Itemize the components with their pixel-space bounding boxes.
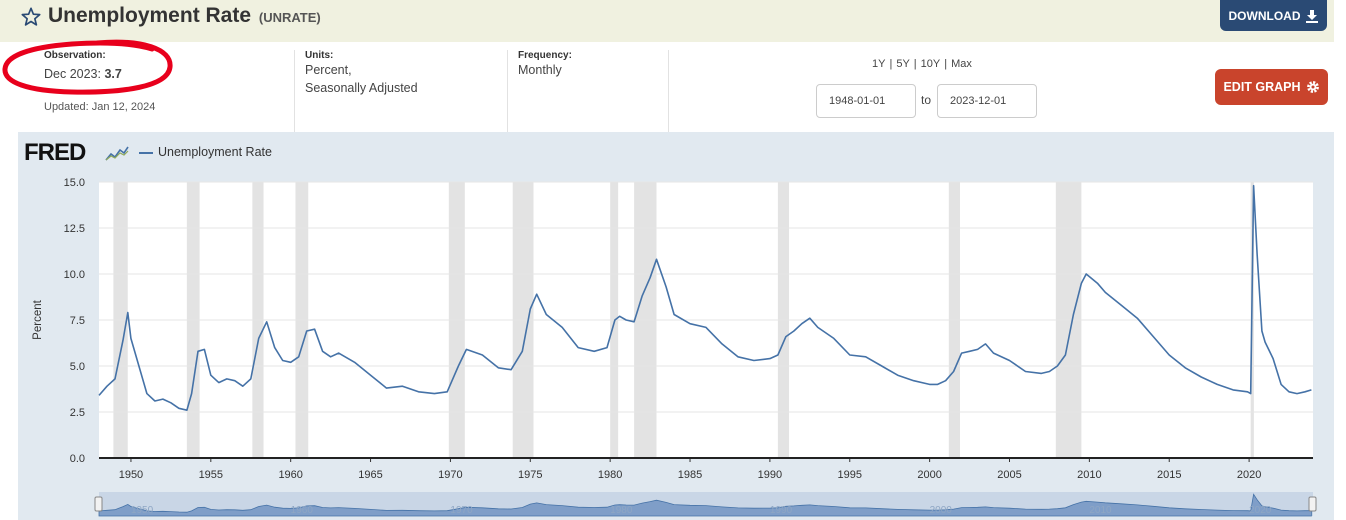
navigator-tick-label: 1990 [770, 505, 793, 516]
download-label: DOWNLOAD [1228, 8, 1301, 23]
y-tick-label: 15.0 [64, 177, 85, 189]
x-tick-label: 1990 [758, 469, 782, 481]
range-link-10y[interactable]: 10Y [920, 58, 941, 70]
series-line [98, 184, 1312, 412]
observation-date: Dec 2023: [44, 67, 101, 81]
navigator-tick-label: 1950 [131, 505, 154, 516]
x-tick-label: 1950 [119, 469, 143, 481]
x-tick-label: 1975 [518, 469, 542, 481]
x-tick-label: 1970 [438, 469, 462, 481]
units-block: Units: Percent, Seasonally Adjusted [305, 50, 495, 132]
edit-graph-button[interactable]: EDIT GRAPH [1215, 69, 1328, 105]
units-line-2: Seasonally Adjusted [305, 81, 418, 95]
units-line-1: Percent, [305, 63, 352, 77]
y-tick-label: 2.5 [70, 407, 85, 419]
to-label: to [921, 93, 932, 107]
series-info: Observation: Dec 2023: 3.7 Updated: Jan … [0, 42, 1334, 132]
range-link-1y[interactable]: 1Y [872, 58, 886, 70]
navigator-tick-label: 1980 [610, 505, 633, 516]
observation-block: Observation: Dec 2023: 3.7 Updated: Jan … [44, 50, 284, 132]
y-tick-label: 5.0 [70, 361, 85, 373]
navigator-series [98, 493, 1312, 517]
y-tick-label: 12.5 [64, 223, 85, 235]
x-tick-label: 2015 [1157, 469, 1181, 481]
navigator-tick-label: 2020 [1249, 505, 1272, 516]
y-axis-label: Percent [32, 299, 44, 339]
units-label: Units: [305, 50, 334, 61]
x-tick-label: 2005 [997, 469, 1021, 481]
annotation-circle [2, 39, 173, 95]
star-icon[interactable] [20, 6, 42, 28]
frequency-value: Monthly [518, 63, 562, 77]
y-tick-label: 7.5 [70, 315, 85, 327]
info-divider [507, 50, 508, 132]
y-tick-label: 0.0 [70, 453, 85, 465]
navigator-tick-label: 1970 [450, 505, 473, 516]
observation-value: 3.7 [104, 67, 122, 81]
fred-logo[interactable]: FRED [24, 139, 86, 166]
navigator-tick-label: 2000 [930, 505, 953, 516]
x-tick-label: 1955 [199, 469, 223, 481]
navigator-handle-left[interactable] [94, 496, 103, 512]
navigator-tick-label: 2010 [1089, 505, 1112, 516]
title-bar [0, 0, 1334, 42]
x-tick-label: 2000 [917, 469, 941, 481]
end-date-input[interactable]: 2023-12-01 [937, 84, 1037, 118]
download-icon [1305, 9, 1318, 23]
range-link-5y[interactable]: 5Y [896, 58, 910, 70]
series-id: (UNRATE) [258, 10, 321, 25]
frequency-block: Frequency: Monthly [518, 50, 658, 132]
frequency-label: Frequency: [518, 50, 572, 61]
start-date-input[interactable]: 1948-01-01 [816, 84, 916, 118]
x-tick-label: 1980 [598, 469, 622, 481]
range-link-max[interactable]: Max [951, 58, 972, 70]
fred-graph-icon [105, 144, 129, 162]
x-tick-label: 1960 [278, 469, 302, 481]
observation-line: Dec 2023: 3.7 [44, 65, 284, 83]
page-title: Unemployment Rate (UNRATE) [48, 4, 321, 28]
x-tick-label: 2020 [1237, 469, 1261, 481]
x-tick-label: 2010 [1077, 469, 1101, 481]
legend-swatch [139, 152, 153, 154]
gear-icon [1306, 81, 1319, 93]
range-links: 1Y | 5Y | 10Y | Max [872, 58, 972, 70]
edit-graph-label: EDIT GRAPH [1223, 80, 1301, 94]
series-title: Unemployment Rate [48, 4, 252, 27]
info-divider [294, 50, 295, 132]
y-tick-label: 10.0 [64, 269, 85, 281]
observation-label: Observation: [44, 50, 106, 61]
x-tick-label: 1985 [678, 469, 702, 481]
updated-date: Updated: Jan 12, 2024 [44, 101, 156, 113]
navigator-handle-right[interactable] [1308, 496, 1317, 512]
info-divider [668, 50, 669, 132]
legend-label: Unemployment Rate [158, 145, 272, 159]
download-button[interactable]: DOWNLOAD [1220, 0, 1327, 31]
navigator-tick-label: 1960 [291, 505, 314, 516]
x-tick-label: 1995 [838, 469, 862, 481]
x-tick-label: 1965 [358, 469, 382, 481]
